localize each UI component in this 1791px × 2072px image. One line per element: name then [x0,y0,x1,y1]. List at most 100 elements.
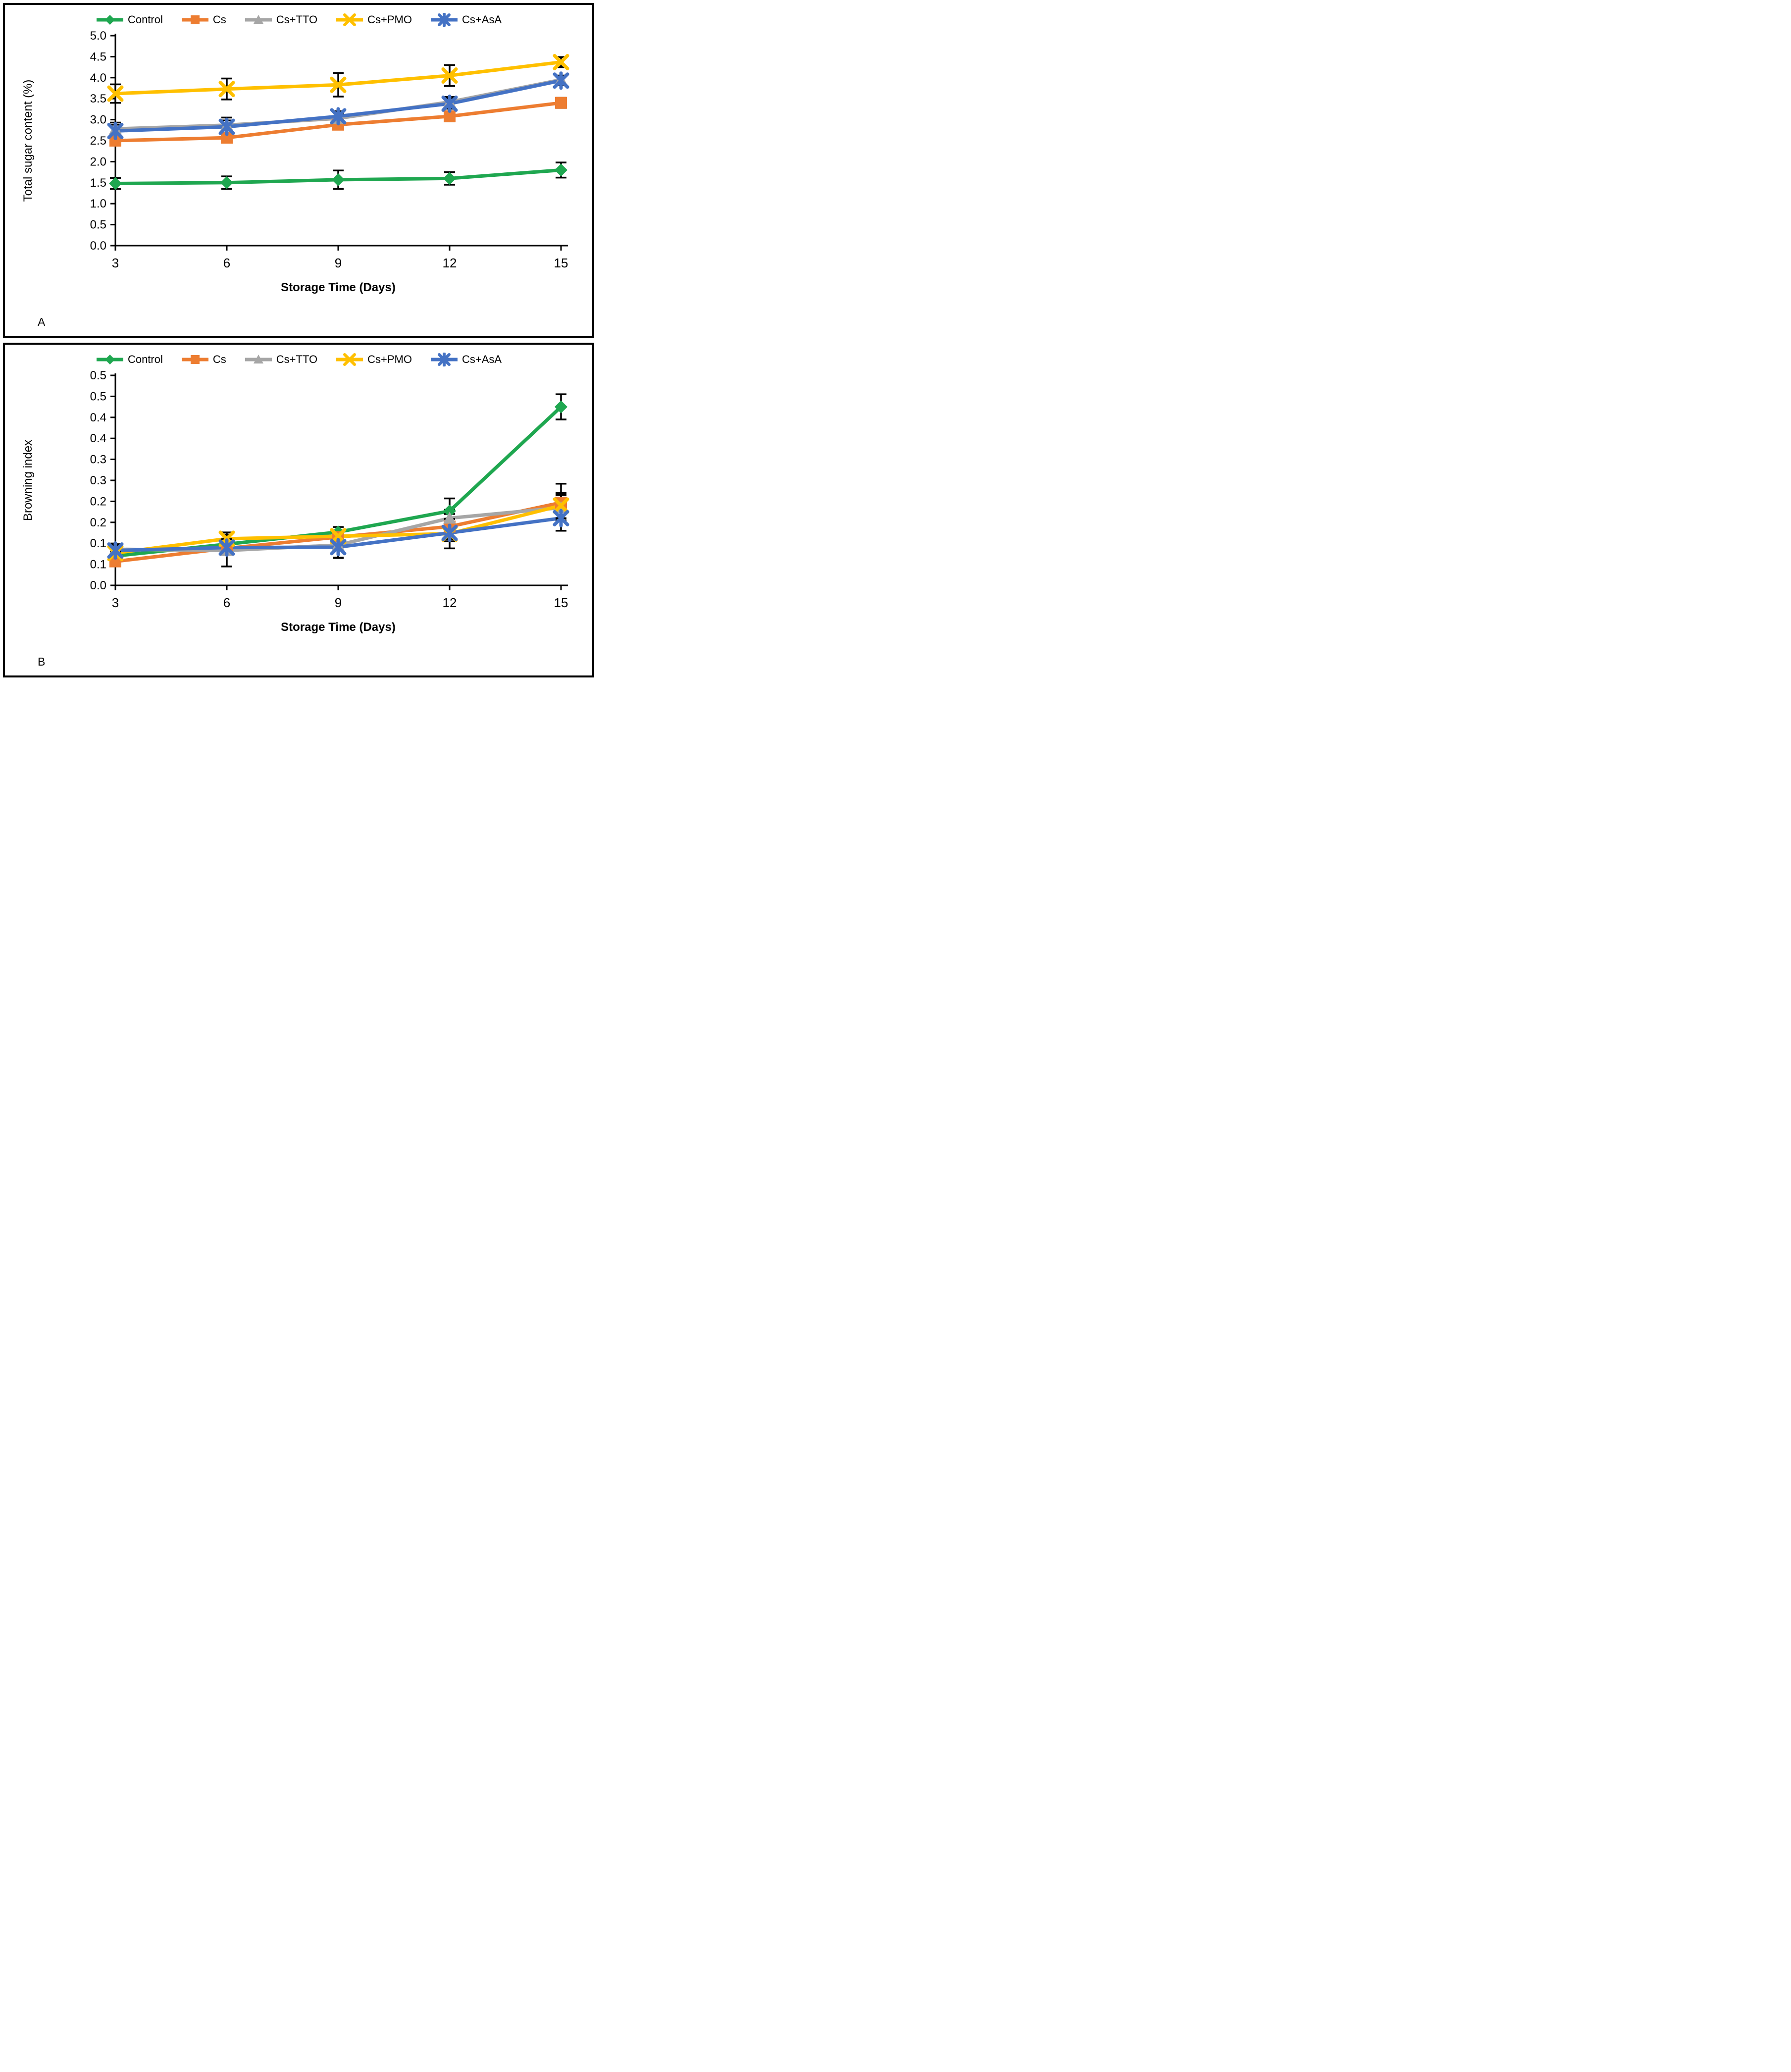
marker-asterisk [218,117,235,136]
marker-x [343,353,357,366]
series-markers-Control [109,163,567,190]
y-tick-label: 0.0 [90,579,106,592]
legend-label: Cs+PMO [367,353,412,365]
marker-triangle [443,512,456,524]
figure: Control Cs Cs+TTO Cs+PMO Cs+AsA 5.0 4.5 4.0 3.5… [3,3,594,677]
y-tick-label: 0.2 [90,495,106,508]
marker-diamond [104,15,115,25]
y-tick-label: 2.0 [90,155,106,168]
y-tick-label: 0.3 [90,453,106,466]
marker-asterisk [437,353,451,366]
panel-a-label: A [38,315,46,328]
series-markers-Cs+PMO [107,53,569,102]
marker-diamond [443,172,456,185]
marker-square [555,97,567,109]
x-tick-label: 3 [112,595,119,610]
legend-panel-a: Control Cs Cs+TTO Cs+PMO Cs+AsA [5,5,592,27]
legend-marker-square-icon [181,355,208,364]
y-tick-label: 0.5 [90,218,106,232]
x-tick-label: 12 [443,256,457,270]
x-axis-ticks: 3 6 9 12 15 [112,585,568,610]
x-tick-label: 6 [223,595,230,610]
legend-label: Cs+PMO [367,13,412,26]
legend-label: Cs+TTO [276,353,318,365]
marker-x [330,76,347,93]
x-axis-title: Storage Time (Days) [281,621,396,634]
marker-x [107,85,124,102]
x-tick-label: 3 [112,256,119,270]
y-tick-label: 1.0 [90,197,106,210]
marker-diamond [220,176,233,189]
legend-marker-x-icon [336,353,363,366]
marker-square [190,15,200,24]
x-tick-label: 9 [335,256,342,270]
series-markers-Cs+AsA [107,71,569,140]
marker-diamond [443,504,456,518]
y-tick-label: 3.5 [90,92,106,105]
x-axis-title: Storage Time (Days) [281,281,396,294]
y-tick-label: 0.2 [90,516,106,529]
legend-item-Cs+PMO: Cs+PMO [335,353,412,366]
legend-label: Cs [212,353,226,365]
marker-diamond [555,163,567,177]
legend-item-Cs+AsA: Cs+AsA [430,353,502,366]
legend-item-Cs+TTO: Cs+TTO [244,13,317,27]
y-tick-label: 3.0 [90,113,106,127]
y-axis-ticks: 0.5 0.5 0.4 0.4 0.3 0.3 0.2 0.2 0.1 0.1 0.0 [90,369,115,592]
legend-marker-triangle-icon [245,15,272,24]
legend-marker-diamond-icon [96,15,123,25]
x-tick-label: 9 [335,595,342,610]
y-tick-label: 0.5 [90,369,106,382]
marker-asterisk [441,523,458,542]
legend-marker-asterisk-icon [430,13,458,27]
legend-marker-triangle-icon [245,355,272,363]
y-tick-label: 5.0 [90,29,106,43]
marker-diamond [109,177,122,190]
y-tick-label: 1.5 [90,176,106,190]
x-tick-label: 6 [223,256,230,270]
marker-diamond [555,400,567,414]
marker-asterisk [437,13,451,27]
marker-diamond [104,355,115,364]
legend-marker-square-icon [181,15,208,24]
marker-asterisk [107,121,124,140]
panel-b-label: B [38,655,46,668]
marker-x [553,497,569,514]
marker-asterisk [330,107,347,126]
y-tick-label: 2.5 [90,134,106,148]
series-markers-Cs+AsA [107,509,569,560]
legend-item-Cs: Cs [181,353,226,366]
chart-browning-index: 0.5 0.5 0.4 0.4 0.3 0.3 0.2 0.2 0.1 0.1 0.0 3 6 9 12 15… [21,369,569,634]
panel-a: Control Cs Cs+TTO Cs+PMO Cs+AsA 5.0 4.5 4.0 3.5… [3,3,594,338]
x-axis-ticks: 3 6 9 12 15 [112,246,568,270]
legend-item-Cs: Cs [181,13,226,27]
marker-x [218,81,235,98]
marker-asterisk [218,538,235,557]
y-tick-label: 0.1 [90,558,106,571]
y-tick-label: 0.4 [90,411,106,424]
chart-total-sugar-content: 5.0 4.5 4.0 3.5 3.0 2.5 2.0 1.5 1.0 0.5 0.0 3 6 9 12 15… [21,29,569,294]
y-axis-ticks: 5.0 4.5 4.0 3.5 3.0 2.5 2.0 1.5 1.0 0.5 0.0 [90,29,115,253]
marker-asterisk [553,71,569,90]
legend-label: Control [127,353,163,365]
marker-triangle [253,15,263,24]
legend-item-Cs+TTO: Cs+TTO [244,353,317,366]
marker-square [190,355,200,364]
legend-label: Control [127,13,163,26]
marker-diamond [332,173,345,186]
legend-label: Cs+AsA [461,13,502,26]
legend-panel-b: Control Cs Cs+TTO Cs+PMO Cs+AsA [5,345,592,366]
y-tick-label: 0.3 [90,474,106,487]
y-axis-title: Browning index [21,440,35,521]
x-tick-label: 12 [443,595,457,610]
legend-marker-asterisk-icon [430,353,458,366]
marker-x [343,13,357,26]
panel-b: Control Cs Cs+TTO Cs+PMO Cs+AsA 0.5 0.5 0.4 0.4… [3,343,594,677]
legend-label: Cs+AsA [461,353,502,365]
legend-marker-diamond-icon [96,355,123,364]
legend-label: Cs [212,13,226,26]
x-tick-label: 15 [554,595,568,610]
x-tick-label: 15 [554,256,568,270]
y-tick-label: 0.4 [90,432,106,445]
marker-asterisk [330,538,347,557]
